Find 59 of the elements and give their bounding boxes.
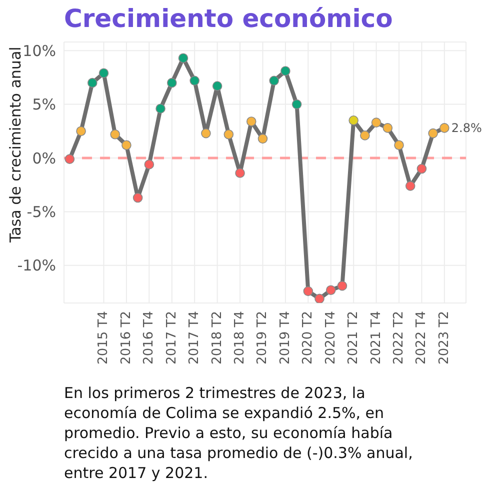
- x-tick-label: 2019 T4: [278, 311, 293, 364]
- point: [280, 66, 290, 76]
- x-tick-label: 2018 T2: [210, 311, 225, 364]
- point: [246, 116, 256, 126]
- point: [166, 78, 177, 88]
- x-tick-label: 2020 T4: [323, 311, 338, 364]
- point: [371, 118, 382, 128]
- x-tick-label: 2020 T2: [300, 311, 316, 364]
- annotation: 2.8%: [451, 121, 482, 136]
- point: [144, 160, 154, 170]
- point: [394, 140, 404, 150]
- point: [235, 168, 245, 178]
- x-tick-label: 2017 T4: [187, 311, 202, 364]
- point: [428, 128, 438, 138]
- y-tick-label: 10%: [22, 42, 56, 60]
- x-tick-label: 2021 T4: [368, 311, 384, 364]
- point: [303, 286, 314, 296]
- x-tick-label: 2016 T4: [142, 311, 157, 364]
- text: En los primeros 2 trimestres de 2023, la economía de Colima se expandió 2.5%, en promedio. Previo a esto, su economía había crecido a una tasa promedio de (-)0.3% anual, entre 2017 y 2021.: [64, 383, 414, 483]
- point: [382, 123, 393, 133]
- point: [76, 126, 86, 136]
- point: [314, 294, 324, 303]
- point: [337, 280, 348, 291]
- y-tick-label: 0%: [32, 149, 56, 168]
- x-tick-label: 2017 T2: [164, 311, 180, 364]
- point: [348, 116, 358, 126]
- point: [360, 130, 370, 140]
- y-axis-title: Tasa de crecimiento anual: [6, 46, 24, 244]
- point: [98, 68, 109, 78]
- y-tick-label: -10%: [17, 256, 56, 275]
- point: [201, 128, 211, 138]
- x-tick-label: 2019 T2: [255, 311, 270, 364]
- point: [269, 76, 279, 86]
- point: [156, 104, 166, 114]
- point: [292, 99, 302, 110]
- x-tick-label: 2023 T2: [436, 311, 452, 364]
- point: [212, 81, 222, 91]
- x-tick-label: 2015 T4: [96, 311, 112, 364]
- point: [132, 192, 143, 203]
- x-tick-label: 2022 T4: [414, 311, 430, 364]
- point: [258, 134, 268, 144]
- chart-title: Crecimiento económico: [64, 4, 394, 35]
- point: [64, 154, 75, 164]
- point: [224, 129, 234, 140]
- point: [190, 76, 200, 86]
- y-tick-label: 5%: [32, 96, 56, 114]
- point: [440, 123, 450, 133]
- point: [87, 78, 98, 88]
- point: [178, 53, 188, 64]
- point: [122, 140, 132, 150]
- x-tick-label: 2018 T4: [232, 311, 248, 364]
- point: [110, 129, 120, 140]
- point: [405, 181, 416, 191]
- x-tick-label: 2021 T2: [346, 311, 362, 364]
- x-tick-label: 2022 T2: [392, 311, 406, 364]
- y-tick-label: -5%: [26, 203, 56, 222]
- point: [326, 285, 336, 296]
- point: [416, 164, 427, 174]
- x-tick-label: 2016 T2: [118, 311, 134, 364]
